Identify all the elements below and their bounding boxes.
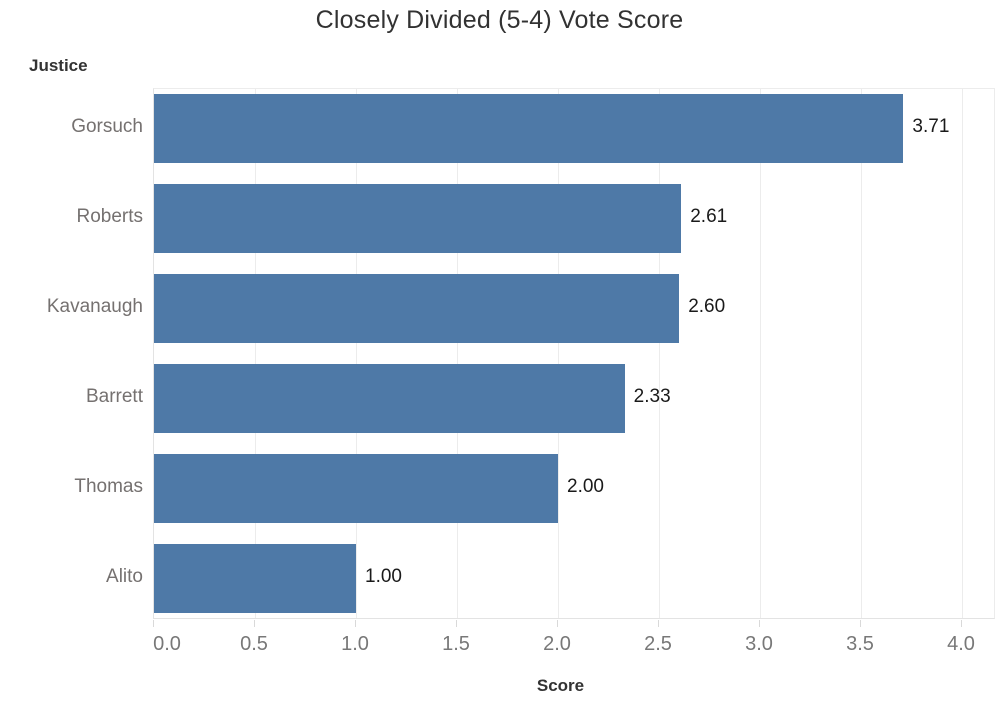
x-axis-tick-label: 2.0 — [543, 633, 571, 655]
axis-field-header-score[interactable]: Score — [153, 675, 995, 697]
value-label: 3.71 — [912, 116, 950, 137]
x-axis-tick — [456, 620, 457, 627]
gridline — [356, 89, 357, 618]
x-axis-tick-label: 0.0 — [153, 633, 181, 655]
value-label: 2.33 — [633, 386, 671, 407]
bar-roberts[interactable] — [154, 183, 682, 253]
x-axis-tick-label: 2.5 — [644, 633, 672, 655]
bar-thomas[interactable] — [154, 453, 558, 523]
x-axis-tick — [153, 620, 154, 627]
gridline — [962, 89, 963, 618]
value-label: 1.00 — [365, 566, 402, 587]
category-label[interactable]: Barrett — [85, 386, 143, 407]
bar-gorsuch[interactable] — [154, 93, 904, 163]
gridline — [861, 89, 862, 618]
bar-alito[interactable] — [154, 543, 356, 613]
x-axis-tick — [254, 620, 255, 627]
x-axis-tick — [759, 620, 760, 627]
axis-field-label: Score — [536, 676, 585, 695]
gridline — [659, 89, 660, 618]
gridline — [760, 89, 761, 618]
x-axis-tick — [860, 620, 861, 627]
row-field-label: Justice — [29, 56, 88, 75]
x-axis-tick-label: 4.0 — [947, 633, 975, 655]
gridline — [255, 89, 256, 618]
value-label: 2.61 — [690, 206, 728, 227]
x-axis-tick-label: 0.5 — [240, 633, 268, 655]
bar-barrett[interactable] — [154, 363, 625, 433]
sort-descending-icon[interactable] — [95, 61, 115, 74]
plot-pane — [153, 88, 995, 619]
category-label[interactable]: Gorsuch — [71, 116, 143, 137]
chart-title: Closely Divided (5-4) Vote Score — [315, 6, 684, 34]
category-label[interactable]: Roberts — [76, 206, 143, 227]
x-axis-tick-label: 3.0 — [745, 633, 773, 655]
value-label: 2.00 — [567, 476, 604, 497]
x-axis-tick — [961, 620, 962, 627]
x-axis-tick — [355, 620, 356, 627]
gridline — [457, 89, 458, 618]
gridline — [558, 89, 559, 618]
bar-kavanaugh[interactable] — [154, 273, 680, 343]
category-label[interactable]: Kavanaugh — [46, 296, 143, 317]
category-label[interactable]: Thomas — [74, 476, 143, 497]
row-field-header-justice[interactable]: Justice — [29, 55, 115, 77]
x-axis-tick — [557, 620, 558, 627]
x-axis-tick-label: 3.5 — [846, 633, 874, 655]
category-label[interactable]: Alito — [106, 566, 143, 587]
x-axis-tick-label: 1.5 — [442, 633, 470, 655]
value-label: 2.60 — [688, 296, 726, 317]
x-axis-tick — [658, 620, 659, 627]
sort-descending-icon[interactable] — [591, 681, 611, 694]
x-axis-tick-label: 1.0 — [341, 633, 369, 655]
